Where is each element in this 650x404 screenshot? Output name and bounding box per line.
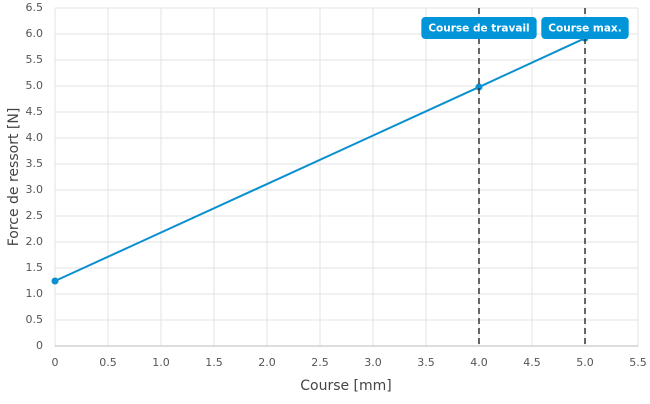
y-tick-label: 3.0 bbox=[26, 183, 44, 196]
y-tick-label: 3.5 bbox=[26, 157, 44, 170]
x-tick-label: 5.0 bbox=[576, 356, 594, 369]
annotation-label: Course de travail bbox=[421, 17, 537, 39]
y-tick-label: 1.0 bbox=[26, 287, 44, 300]
annotation-text: Course max. bbox=[548, 23, 621, 35]
y-tick-label: 4.5 bbox=[26, 105, 44, 118]
y-tick-label: 4.0 bbox=[26, 131, 44, 144]
x-tick-label: 3.0 bbox=[364, 356, 382, 369]
annotation-box bbox=[541, 17, 629, 39]
y-tick-label: 0 bbox=[36, 339, 43, 352]
x-tick-label: 2.5 bbox=[311, 356, 329, 369]
y-tick-label: 0.5 bbox=[26, 313, 44, 326]
annotation-box bbox=[421, 17, 537, 39]
x-tick-label: 1.0 bbox=[152, 356, 170, 369]
x-tick-label: 0 bbox=[52, 356, 59, 369]
data-point bbox=[475, 83, 483, 91]
y-tick-label: 2.0 bbox=[26, 235, 44, 248]
x-tick-label: 1.5 bbox=[205, 356, 223, 369]
x-axis-title: Course [mm] bbox=[300, 378, 392, 394]
annotation-label: Course max. bbox=[541, 17, 629, 39]
y-tick-label: 2.5 bbox=[26, 209, 44, 222]
x-tick-label: 5.5 bbox=[629, 356, 647, 369]
x-tick-label: 4.0 bbox=[470, 356, 488, 369]
y-tick-label: 6.5 bbox=[26, 1, 44, 14]
y-tick-label: 5.0 bbox=[26, 79, 44, 92]
y-tick-label: 1.5 bbox=[26, 261, 44, 274]
x-tick-label: 2.0 bbox=[258, 356, 276, 369]
data-point bbox=[51, 277, 59, 285]
x-tick-label: 4.5 bbox=[523, 356, 541, 369]
x-tick-label: 0.5 bbox=[99, 356, 117, 369]
annotation-text: Course de travail bbox=[428, 23, 529, 35]
y-tick-label: 6.0 bbox=[26, 27, 44, 40]
y-tick-label: 5.5 bbox=[26, 53, 44, 66]
y-axis-title: Force de ressort [N] bbox=[6, 108, 22, 247]
x-tick-label: 3.5 bbox=[417, 356, 435, 369]
